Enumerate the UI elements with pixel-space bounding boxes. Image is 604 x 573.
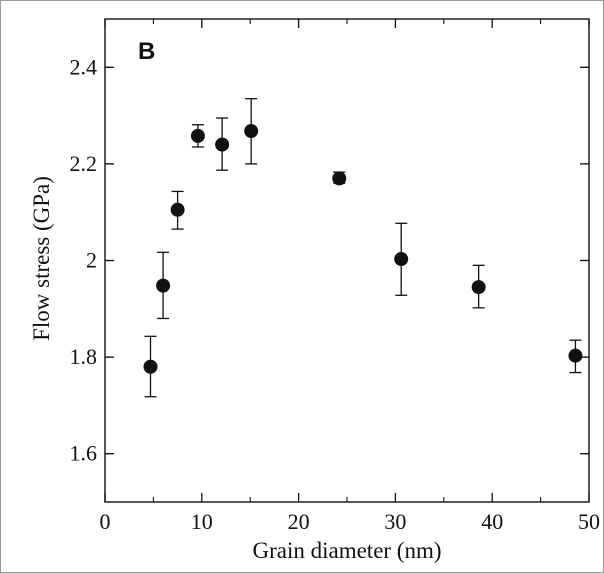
x-tick-label: 10 xyxy=(191,509,213,534)
x-tick-label: 0 xyxy=(100,509,111,534)
y-tick-label: 2 xyxy=(86,248,97,273)
y-axis-title: Flow stress (GPa) xyxy=(29,176,54,341)
x-tick-label: 30 xyxy=(384,509,406,534)
y-tick-label: 1.6 xyxy=(70,441,98,466)
x-tick-label: 50 xyxy=(578,509,600,534)
data-point xyxy=(143,359,158,374)
data-point xyxy=(156,278,171,293)
data-point xyxy=(190,128,205,143)
x-tick-label: 40 xyxy=(481,509,503,534)
error-bars xyxy=(144,98,582,398)
data-point xyxy=(568,348,583,363)
data-point xyxy=(471,280,486,295)
panel-label: B xyxy=(138,38,155,65)
y-tick-label: 2.2 xyxy=(70,151,98,176)
plot-frame xyxy=(104,18,590,503)
data-points xyxy=(143,124,583,374)
data-point xyxy=(394,252,409,267)
y-tick-label: 2.4 xyxy=(70,54,98,79)
data-point xyxy=(332,171,347,186)
data-point xyxy=(215,137,230,152)
x-axis-ticks: 0 10 20 30 40 50 xyxy=(100,19,600,534)
data-point xyxy=(170,202,185,217)
data-point xyxy=(244,124,259,139)
y-axis-ticks: 1.6 1.8 2 2.2 2.4 xyxy=(70,54,589,466)
y-tick-label: 1.8 xyxy=(70,344,98,369)
x-axis-title: Grain diameter (nm) xyxy=(252,538,441,563)
x-tick-label: 20 xyxy=(288,509,310,534)
